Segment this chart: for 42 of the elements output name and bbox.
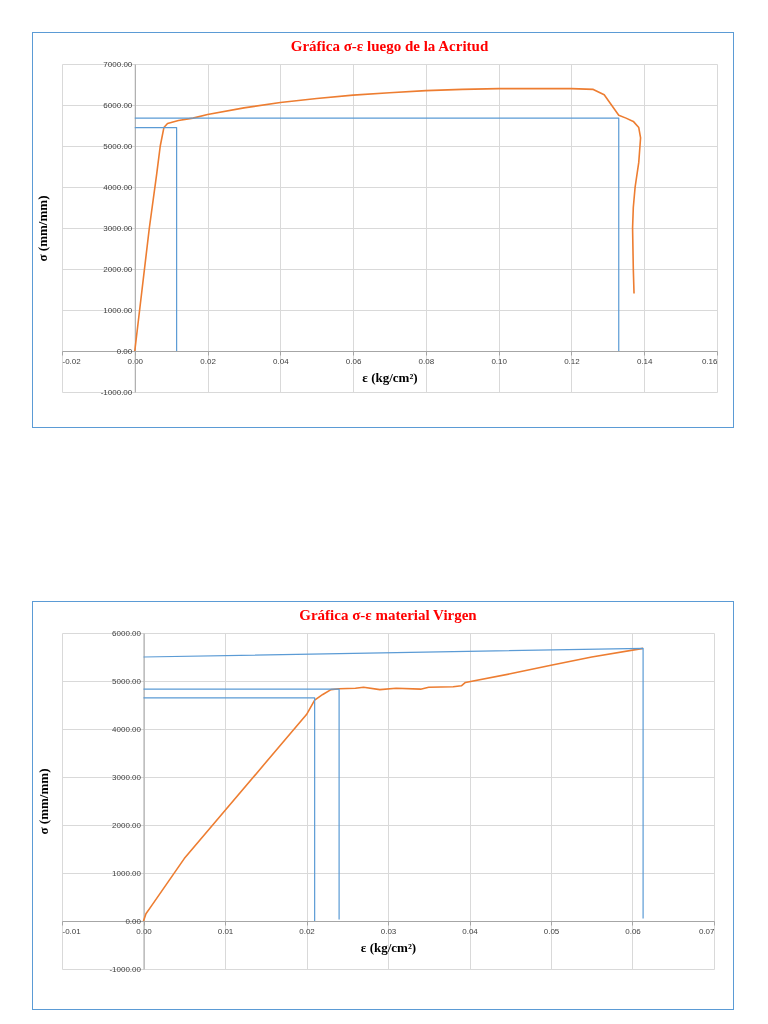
y-tick-label: -1000.00: [109, 964, 142, 974]
y-tick-label: 7000.00: [103, 59, 133, 69]
y-axis-title: σ (mm/mm): [35, 768, 51, 835]
y-tick-label: 3000.00: [112, 772, 142, 782]
x-tick-label: 0.02: [200, 356, 217, 366]
x-tick-label: 0.06: [625, 926, 642, 936]
x-tick-label: 0.02: [299, 926, 316, 936]
y-tick-label: 2000.00: [112, 820, 142, 830]
y-tick-label: 1000.00: [112, 868, 142, 878]
x-tick-label: 0.08: [418, 356, 435, 366]
x-tick-label: 0.10: [491, 356, 508, 366]
y-tick-label: 6000.00: [112, 628, 142, 638]
y-tick-label: 3000.00: [103, 223, 133, 233]
y-tick-label: 0.00: [125, 916, 142, 926]
x-tick-label: 0.03: [380, 926, 397, 936]
y-tick-label: 6000.00: [103, 100, 133, 110]
x-axis-title: ε (kg/cm²): [362, 369, 418, 385]
y-tick-label: 5000.00: [103, 141, 133, 151]
chart-title: Gráfica σ-ε luego de la Acritud: [290, 38, 489, 54]
y-tick-label: 0.00: [116, 346, 133, 356]
x-tick-label: 0.01: [217, 926, 234, 936]
x-axis-title: ε (kg/cm²): [360, 939, 417, 955]
x-tick-label: -0.01: [62, 926, 82, 936]
y-tick-label: 1000.00: [103, 305, 133, 315]
x-tick-label: -0.02: [62, 356, 82, 366]
y-axis-title: σ (mm/mm): [35, 195, 51, 262]
x-tick-label: 0.14: [636, 356, 654, 366]
y-tick-label: 5000.00: [112, 676, 142, 686]
x-tick-label: 0.04: [273, 356, 290, 366]
y-tick-label: 4000.00: [103, 182, 133, 192]
x-tick-label: 0.00: [136, 926, 153, 936]
x-tick-label: 0.05: [543, 926, 560, 936]
y-tick-label: 2000.00: [103, 264, 133, 274]
y-tick-label: 4000.00: [112, 724, 142, 734]
x-tick-label: 0.04: [462, 926, 479, 936]
x-tick-label: 0.06: [345, 356, 362, 366]
y-tick-label: -1000.00: [100, 387, 133, 397]
chart-title: Gráfica σ-ε material Virgen: [299, 607, 478, 623]
line-series: [133, 87, 642, 352]
x-tick-label: 0.07: [698, 926, 716, 936]
x-tick-label: 0.12: [564, 356, 581, 366]
x-tick-label: 0.16: [701, 356, 719, 366]
